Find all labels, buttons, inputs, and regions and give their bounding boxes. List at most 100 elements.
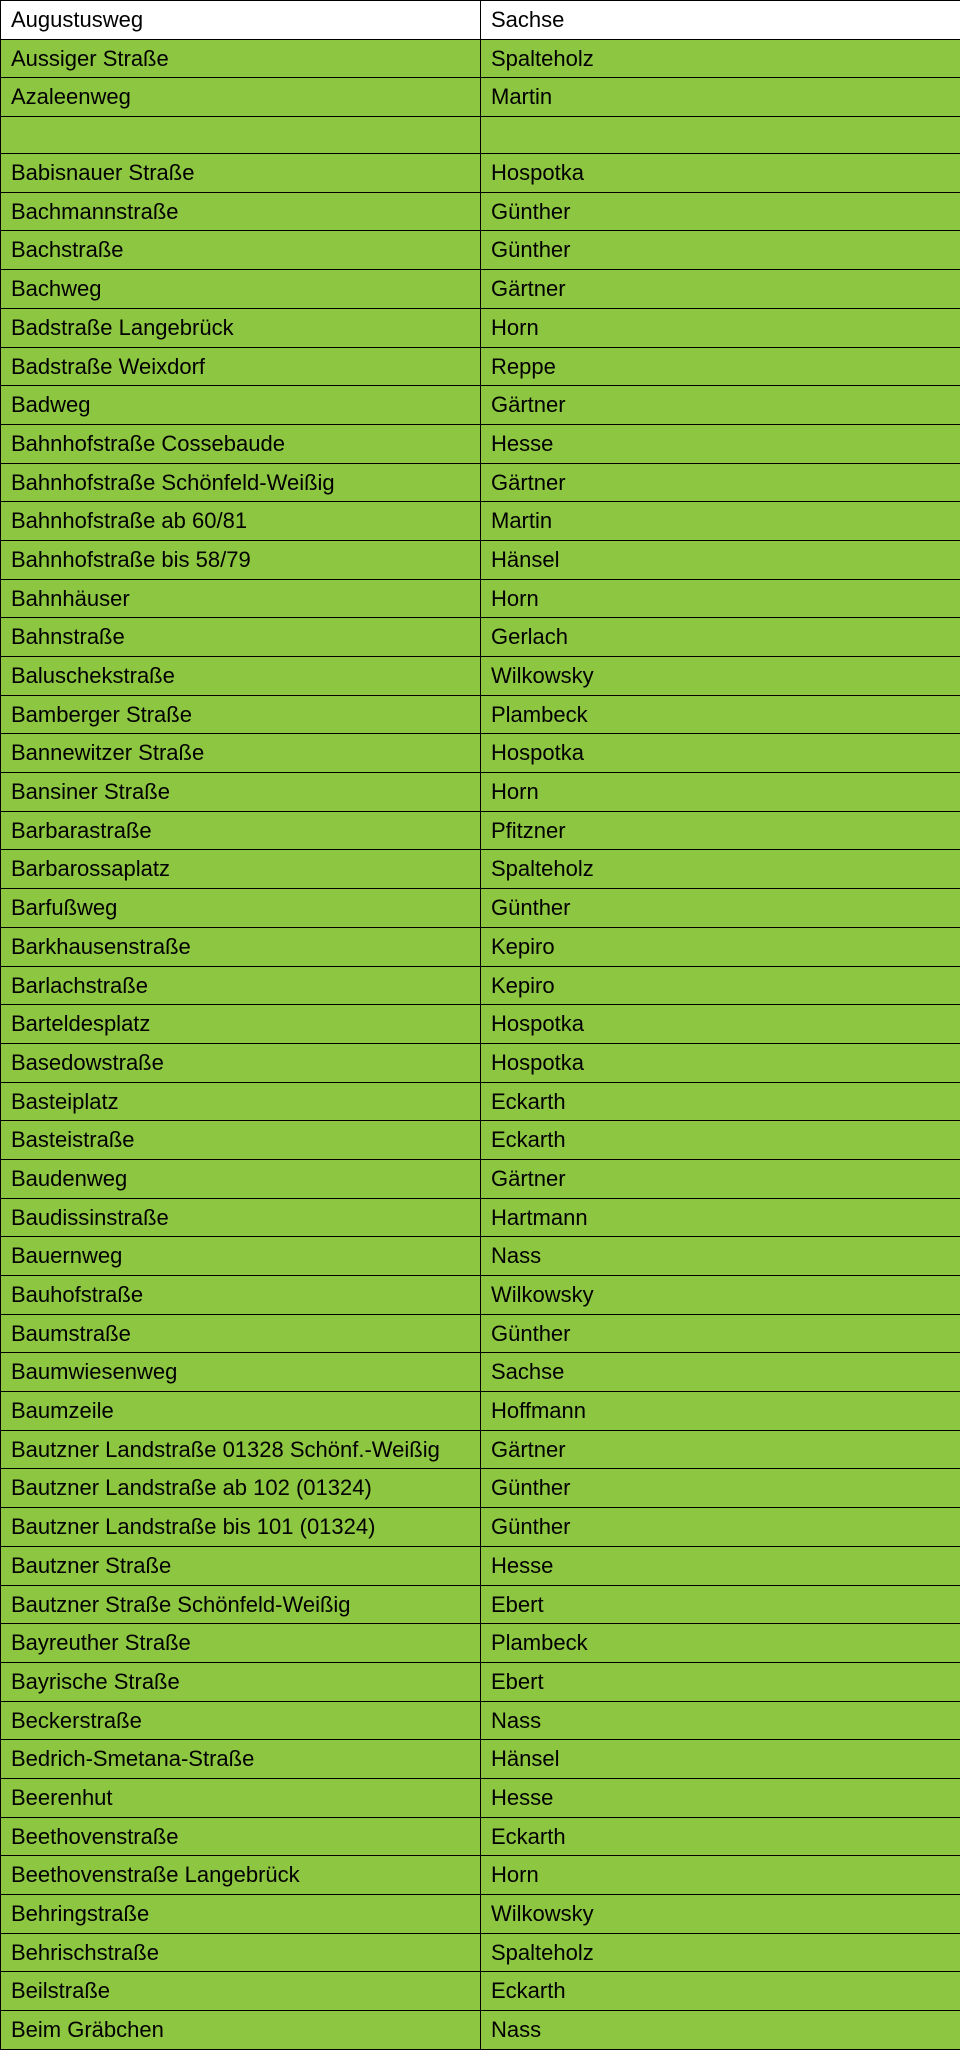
table-row: BaluschekstraßeWilkowsky <box>1 657 960 696</box>
name-cell: Ebert <box>481 1662 960 1701</box>
name-cell: Gärtner <box>481 270 960 309</box>
name-cell: Plambeck <box>481 1624 960 1663</box>
street-cell: Barkhausenstraße <box>1 927 481 966</box>
street-cell: Bahnhofstraße Cossebaude <box>1 424 481 463</box>
street-cell: Bayreuther Straße <box>1 1624 481 1663</box>
table-row: BahnhäuserHorn <box>1 579 960 618</box>
table-row: BehrischstraßeSpalteholz <box>1 1933 960 1972</box>
name-cell: Gärtner <box>481 1430 960 1469</box>
street-cell: Barbarastraße <box>1 811 481 850</box>
name-cell: Hesse <box>481 424 960 463</box>
street-cell: Bachweg <box>1 270 481 309</box>
table-row: BarlachstraßeKepiro <box>1 966 960 1005</box>
name-cell: Günther <box>481 1469 960 1508</box>
table-row: Bautzner StraßeHesse <box>1 1546 960 1585</box>
name-cell: Günther <box>481 231 960 270</box>
name-cell: Hesse <box>481 1546 960 1585</box>
name-cell: Martin <box>481 502 960 541</box>
street-cell: Bautzner Landstraße bis 101 (01324) <box>1 1508 481 1547</box>
table-row: BauernwegNass <box>1 1237 960 1276</box>
street-cell: Baluschekstraße <box>1 657 481 696</box>
table-row: Bahnhofstraße bis 58/79Hänsel <box>1 540 960 579</box>
name-cell: Nass <box>481 1701 960 1740</box>
name-cell: Hoffmann <box>481 1392 960 1431</box>
table-row: Bahnhofstraße ab 60/81Martin <box>1 502 960 541</box>
name-cell: Wilkowsky <box>481 1895 960 1934</box>
name-cell: Hospotka <box>481 1043 960 1082</box>
table-row: BachstraßeGünther <box>1 231 960 270</box>
street-cell: Beethovenstraße Langebrück <box>1 1856 481 1895</box>
name-cell: Hänsel <box>481 1740 960 1779</box>
table-row: Aussiger StraßeSpalteholz <box>1 39 960 78</box>
table-row: BasteistraßeEckarth <box>1 1121 960 1160</box>
name-cell: Ebert <box>481 1585 960 1624</box>
table-row: BaumstraßeGünther <box>1 1314 960 1353</box>
name-cell: Günther <box>481 889 960 928</box>
name-cell: Hesse <box>481 1778 960 1817</box>
table-row: BachmannstraßeGünther <box>1 192 960 231</box>
street-cell: Beckerstraße <box>1 1701 481 1740</box>
table-row: BeckerstraßeNass <box>1 1701 960 1740</box>
table-row: Bautzner Straße Schönfeld-WeißigEbert <box>1 1585 960 1624</box>
table-row: BarkhausenstraßeKepiro <box>1 927 960 966</box>
table-row: BarteldesplatzHospotka <box>1 1005 960 1044</box>
table-row: BaumzeileHoffmann <box>1 1392 960 1431</box>
name-cell: Gerlach <box>481 618 960 657</box>
table-row: BeilstraßeEckarth <box>1 1972 960 2011</box>
table-row: BehringstraßeWilkowsky <box>1 1895 960 1934</box>
name-cell: Pfitzner <box>481 811 960 850</box>
street-cell: Bahnhäuser <box>1 579 481 618</box>
name-cell: Hospotka <box>481 1005 960 1044</box>
table-row: Bayrische StraßeEbert <box>1 1662 960 1701</box>
name-cell: Hartmann <box>481 1198 960 1237</box>
name-cell: Günther <box>481 1508 960 1547</box>
street-cell: Beilstraße <box>1 1972 481 2011</box>
name-cell: Hospotka <box>481 154 960 193</box>
table-row: BasteiplatzEckarth <box>1 1082 960 1121</box>
name-cell: Spalteholz <box>481 850 960 889</box>
street-cell: Barteldesplatz <box>1 1005 481 1044</box>
table-row: Bautzner Landstraße 01328 Schönf.-Weißig… <box>1 1430 960 1469</box>
table-row: AzaleenwegMartin <box>1 78 960 117</box>
table-body: AugustuswegSachseAussiger StraßeSpalteho… <box>1 1 960 2050</box>
table-row: BaumwiesenwegSachse <box>1 1353 960 1392</box>
table-row: Bautzner Landstraße ab 102 (01324)Günthe… <box>1 1469 960 1508</box>
table-row: BahnstraßeGerlach <box>1 618 960 657</box>
name-cell: Nass <box>481 2011 960 2050</box>
street-cell: Baudenweg <box>1 1159 481 1198</box>
name-cell: Horn <box>481 773 960 812</box>
table-row: AugustuswegSachse <box>1 1 960 40</box>
name-cell: Horn <box>481 308 960 347</box>
street-cell: Bautzner Landstraße ab 102 (01324) <box>1 1469 481 1508</box>
street-cell: Badstraße Weixdorf <box>1 347 481 386</box>
street-cell: Bauhofstraße <box>1 1276 481 1315</box>
name-cell: Eckarth <box>481 1082 960 1121</box>
table-row: BauhofstraßeWilkowsky <box>1 1276 960 1315</box>
name-cell: Eckarth <box>481 1817 960 1856</box>
table-row: Bansiner StraßeHorn <box>1 773 960 812</box>
table-row: BadwegGärtner <box>1 386 960 425</box>
street-cell: Bayrische Straße <box>1 1662 481 1701</box>
name-cell: Wilkowsky <box>481 1276 960 1315</box>
name-cell: Kepiro <box>481 966 960 1005</box>
street-cell: Bachmannstraße <box>1 192 481 231</box>
spacer-cell <box>481 117 960 154</box>
name-cell: Sachse <box>481 1353 960 1392</box>
street-cell: Basedowstraße <box>1 1043 481 1082</box>
street-cell: Baumstraße <box>1 1314 481 1353</box>
street-cell: Bachstraße <box>1 231 481 270</box>
street-cell: Bansiner Straße <box>1 773 481 812</box>
name-cell: Spalteholz <box>481 1933 960 1972</box>
street-name-table: AugustuswegSachseAussiger StraßeSpalteho… <box>0 0 960 2050</box>
table-row: BarbarastraßePfitzner <box>1 811 960 850</box>
street-cell: Aussiger Straße <box>1 39 481 78</box>
table-row: Bannewitzer StraßeHospotka <box>1 734 960 773</box>
street-cell: Bannewitzer Straße <box>1 734 481 773</box>
table-row: Beim GräbchenNass <box>1 2011 960 2050</box>
street-cell: Baumwiesenweg <box>1 1353 481 1392</box>
street-cell: Basteistraße <box>1 1121 481 1160</box>
street-cell: Bahnhofstraße Schönfeld-Weißig <box>1 463 481 502</box>
name-cell: Kepiro <box>481 927 960 966</box>
table-row: BasedowstraßeHospotka <box>1 1043 960 1082</box>
table-row: Bautzner Landstraße bis 101 (01324)Günth… <box>1 1508 960 1547</box>
